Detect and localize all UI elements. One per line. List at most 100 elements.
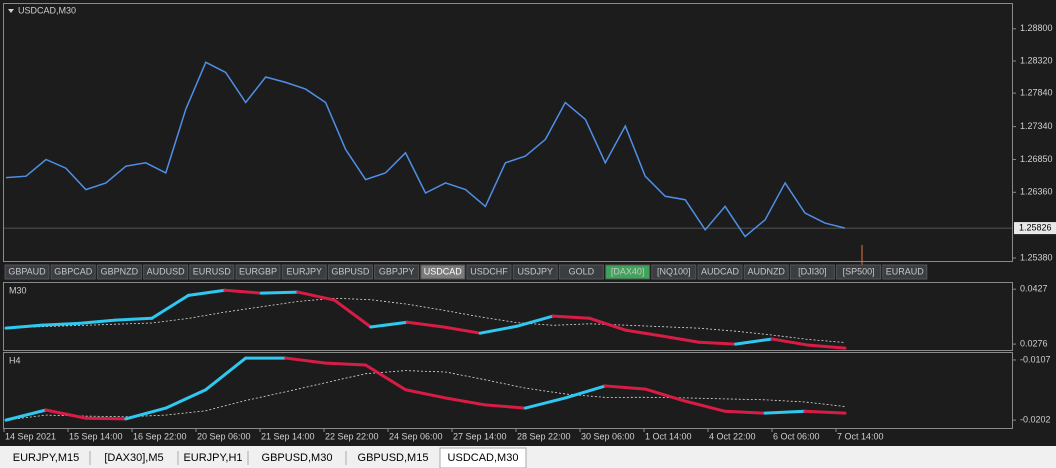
symbol-tab-bg[interactable] [143, 264, 189, 280]
window-tab[interactable]: EURJPY,H1 [183, 451, 249, 465]
y-tick-label: 1.25380 [1020, 252, 1053, 262]
indicator-segment [803, 409, 847, 415]
window-tab-label[interactable]: EURJPY,H1 [183, 452, 242, 464]
indicator-segment [77, 318, 117, 325]
symbol-tab[interactable]: USDJPY [512, 264, 558, 280]
symbol-tab-label[interactable]: USDCAD [424, 266, 463, 276]
x-tick-label: 27 Sep 14:00 [453, 431, 507, 441]
window-tab-label[interactable]: GBPUSD,M30 [262, 452, 333, 464]
window-tab-bg[interactable] [439, 447, 527, 468]
symbol-tab-label[interactable]: [NQ100] [657, 266, 691, 276]
window-title: USDCAD,M30 [18, 5, 76, 15]
indicator-segment [770, 337, 811, 347]
symbol-tab[interactable]: [NQ100] [651, 264, 697, 280]
window-tab-label[interactable]: [DAX30],M5 [104, 452, 163, 464]
indicator-segment [259, 290, 300, 295]
symbol-tab[interactable]: GBPUSD [327, 264, 373, 280]
window-tab[interactable]: EURJPY,M15 [13, 451, 91, 465]
symbol-tab[interactable]: [DAX40] [605, 264, 651, 280]
window-tab-label[interactable]: USDCAD,M30 [448, 452, 519, 464]
window-tab-label[interactable]: GBPUSD,M15 [358, 452, 429, 464]
indicator-segment [40, 321, 81, 327]
symbol-tab[interactable]: EURJPY [281, 264, 327, 280]
symbol-tab-label[interactable]: GBPJPY [379, 266, 415, 276]
indicator-segment [697, 340, 738, 346]
x-tick-label: 14 Sep 2021 [5, 431, 56, 441]
symbol-tab-bg[interactable] [281, 264, 327, 280]
window-tab[interactable]: [DAX30],M5 [104, 451, 179, 465]
indicator-segment [84, 416, 128, 421]
symbol-tab-bg[interactable] [4, 264, 50, 280]
symbol-tab-bg[interactable] [605, 264, 651, 280]
symbol-tab-bg[interactable] [743, 264, 789, 280]
symbol-tab-label[interactable]: [DAX40] [611, 266, 645, 276]
symbol-tab[interactable]: [SP500] [836, 264, 882, 280]
symbol-tab-bg[interactable] [789, 264, 835, 280]
symbol-tab-bg[interactable] [327, 264, 373, 280]
symbol-tab-bg[interactable] [96, 264, 142, 280]
window-tab-label[interactable]: EURJPY,M15 [13, 452, 79, 464]
symbol-tab[interactable]: EURUSD [189, 264, 235, 280]
signal-line [5, 297, 846, 343]
x-tick-label: 30 Sep 06:00 [581, 431, 635, 441]
symbol-tab-label[interactable]: EURGBP [239, 266, 277, 276]
symbol-tab-label[interactable]: [SP500] [843, 266, 875, 276]
indicator-name: H4 [9, 355, 21, 365]
symbol-tab[interactable]: GOLD [558, 264, 604, 280]
symbol-tab[interactable]: GBPJPY [374, 264, 420, 280]
symbol-tab-bg[interactable] [235, 264, 281, 280]
symbol-tab-label[interactable]: GBPCAD [54, 266, 93, 276]
indicator-segment [296, 290, 336, 302]
indicator-segment [369, 320, 409, 329]
symbol-tab-label[interactable]: USDCHF [470, 266, 508, 276]
window-tab[interactable]: USDCAD,M30 [439, 447, 527, 468]
symbol-tab[interactable]: USDCHF [466, 264, 512, 280]
y-tick-label: 1.28320 [1020, 55, 1053, 65]
x-tick-label: 7 Oct 14:00 [837, 431, 884, 441]
indicator-segment [404, 388, 447, 400]
symbol-tab-bg[interactable] [50, 264, 96, 280]
x-tick-label: 28 Sep 22:00 [517, 431, 571, 441]
window-tab[interactable]: GBPUSD,M15 [358, 451, 441, 465]
indicator-segment [324, 361, 368, 367]
symbol-tab[interactable]: GBPCAD [50, 264, 96, 280]
symbol-tab-label[interactable]: GOLD [569, 266, 595, 276]
symbol-tab[interactable]: GBPNZD [96, 264, 142, 280]
symbol-tab-bg[interactable] [836, 264, 882, 280]
symbol-tab[interactable]: GBPAUD [4, 264, 50, 280]
symbol-tab[interactable]: AUDCAD [697, 264, 743, 280]
symbol-tab-bg[interactable] [466, 264, 512, 280]
symbol-tab[interactable]: AUDNZD [743, 264, 789, 280]
dropdown-arrow[interactable] [8, 9, 14, 13]
symbol-tab[interactable]: EURAUD [882, 264, 928, 280]
symbol-tab-label[interactable]: AUDUSD [147, 266, 186, 276]
symbol-tab-label[interactable]: GBPAUD [8, 266, 46, 276]
symbol-tab-label[interactable]: EURJPY [286, 266, 322, 276]
window-tab[interactable]: GBPUSD,M30 [262, 451, 347, 465]
symbol-tab[interactable]: AUDUSD [143, 264, 189, 280]
symbol-tab-bg[interactable] [558, 264, 604, 280]
symbol-tab-label[interactable]: EURUSD [193, 266, 232, 276]
symbol-tab-label[interactable]: USDJPY [517, 266, 553, 276]
symbol-tab[interactable]: EURGBP [235, 264, 281, 280]
indicator-segment [124, 406, 168, 421]
x-tick-label: 24 Sep 06:00 [389, 431, 443, 441]
symbol-tab-bg[interactable] [882, 264, 928, 280]
symbol-tab-label[interactable]: AUDNZD [747, 266, 785, 276]
symbol-tab-bg[interactable] [189, 264, 235, 280]
symbol-tab-label[interactable]: GBPUSD [331, 266, 370, 276]
window-tab-bar [0, 446, 1056, 468]
symbol-tab-bg[interactable] [651, 264, 697, 280]
symbol-tab-bg[interactable] [374, 264, 420, 280]
symbol-tab-bg[interactable] [697, 264, 743, 280]
symbol-tab[interactable]: USDCAD [420, 264, 466, 280]
y-tick-label: -0.0107 [1020, 354, 1051, 364]
symbol-tab[interactable]: [DJI30] [789, 264, 835, 280]
symbol-tab-label[interactable]: AUDCAD [701, 266, 740, 276]
symbol-tab-label[interactable]: [DJI30] [798, 266, 827, 276]
symbol-tab-bg[interactable] [512, 264, 558, 280]
symbol-tab-label[interactable]: GBPNZD [101, 266, 139, 276]
y-tick-label: 1.27340 [1020, 121, 1053, 131]
symbol-tab-label[interactable]: EURAUD [886, 266, 925, 276]
symbol-tab-bg[interactable] [420, 264, 466, 280]
